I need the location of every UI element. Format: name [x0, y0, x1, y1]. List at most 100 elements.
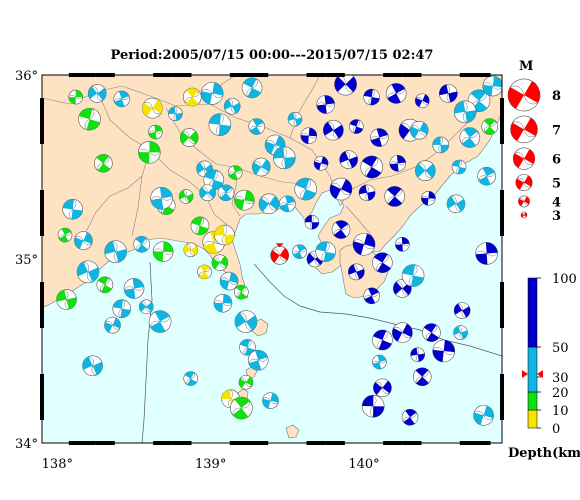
frame-bar: [249, 441, 269, 445]
focal-mechanism: [219, 271, 239, 291]
magnitude-legend-title: M: [519, 59, 533, 74]
frame-bar: [459, 73, 479, 77]
frame-bar: [153, 441, 173, 445]
focal-mechanism: [329, 177, 353, 201]
frame-bar: [500, 374, 504, 397]
frame-bar: [229, 73, 249, 77]
focal-mechanism: [74, 231, 93, 250]
focal-mechanism: [78, 107, 101, 131]
frame-bar: [229, 441, 249, 445]
frame-bar: [500, 213, 504, 236]
frame-bar: [68, 441, 96, 445]
focal-mechanism: [223, 97, 241, 115]
frame-bar: [40, 305, 44, 328]
focal-mechanism: [401, 264, 425, 287]
focal-mechanism: [62, 199, 83, 220]
focal-mechanism: [104, 316, 121, 334]
focal-mechanism: [272, 146, 296, 170]
x-axis-ticks: 138° 139° 140°: [42, 457, 380, 472]
frame-bar: [249, 73, 269, 77]
focal-mechanism: [415, 160, 436, 181]
magnitude-legend: M 8 7 6 5 43: [507, 59, 561, 224]
frame-bar: [40, 190, 44, 213]
focal-mechanism: [96, 276, 114, 294]
focal-mechanism: [349, 119, 364, 134]
frame-bar: [40, 121, 44, 144]
focal-mechanism: [410, 347, 425, 362]
frame-bar: [500, 397, 504, 420]
focal-mechanism: [138, 140, 161, 164]
focal-mechanism: [113, 90, 131, 108]
magnitude-legend-ball: [507, 78, 541, 112]
focal-mechanism: [372, 252, 393, 273]
focal-mechanism: [323, 119, 344, 141]
magnitude-legend-label: 4: [552, 195, 561, 210]
focal-mechanism: [227, 165, 243, 180]
frame-bar: [402, 73, 422, 77]
focal-mechanism: [373, 378, 392, 398]
x-tick-label: 139°: [195, 457, 226, 472]
map-frame: [40, 73, 504, 445]
focal-mechanism: [385, 83, 407, 104]
frame-bar: [153, 73, 173, 77]
highlighted-event: [270, 243, 289, 265]
focal-mechanism: [348, 263, 365, 281]
focal-mechanism: [112, 299, 132, 318]
chart-title: Period:2005/07/15 00:00---2015/07/15 02:…: [110, 48, 434, 63]
focal-mechanism: [339, 150, 358, 169]
focal-mechanism: [292, 244, 307, 259]
frame-bar: [402, 441, 422, 445]
focal-mechanism: [213, 293, 233, 313]
frame-bar: [68, 73, 96, 77]
frame-bar: [306, 73, 326, 77]
magnitude-legend-label: 5: [552, 177, 561, 192]
frame-bar: [479, 73, 491, 77]
focal-mechanism: [451, 159, 467, 175]
frame-bar: [325, 441, 345, 445]
focal-mechanism: [477, 166, 496, 186]
frame-bar: [95, 441, 115, 445]
frame-bar: [500, 190, 504, 213]
x-tick-label: 138°: [42, 457, 73, 472]
frame-bar: [40, 282, 44, 305]
highlight-marker-icon: [275, 243, 284, 248]
focal-mechanism: [316, 95, 335, 114]
magnitude-legend-ball: [515, 174, 533, 192]
focal-mechanism: [239, 339, 256, 356]
frame-bar: [500, 305, 504, 328]
focal-mechanism: [178, 189, 194, 204]
focal-mechanism: [182, 87, 202, 107]
focal-mechanism: [241, 77, 263, 99]
focal-mechanism: [372, 329, 393, 351]
focal-mechanism: [234, 189, 255, 211]
focal-mechanism: [313, 156, 329, 171]
focal-mechanism: [94, 154, 113, 173]
focal-mechanism: [370, 128, 389, 147]
frame-bar: [479, 441, 491, 445]
focal-mechanism: [279, 195, 296, 213]
focal-mechanism: [294, 177, 318, 201]
focal-mechanism: [247, 349, 269, 371]
focal-mechanism: [401, 408, 419, 426]
focal-mechanism: [363, 287, 380, 305]
frame-bar: [40, 98, 44, 121]
frame-bar: [500, 121, 504, 144]
y-axis-ticks: 34° 35° 36°: [15, 69, 38, 452]
focal-mechanism: [459, 127, 481, 148]
focal-mechanism: [214, 224, 235, 246]
depth-marker-icon: [522, 370, 543, 378]
frame-bar: [325, 73, 345, 77]
focal-mechanism: [76, 260, 100, 284]
focal-mechanism: [384, 186, 405, 207]
y-tick-label: 36°: [15, 69, 38, 84]
magnitude-legend-ball: [520, 211, 528, 219]
focal-mechanism: [422, 323, 441, 342]
focal-mechanism: [234, 310, 258, 333]
focal-mechanism: [287, 111, 303, 127]
magnitude-legend-ball: [512, 147, 536, 170]
focal-mechanism: [358, 184, 376, 202]
focal-mechanism: [453, 100, 477, 124]
focal-mechanism: [395, 236, 410, 252]
frame-bar: [459, 441, 479, 445]
